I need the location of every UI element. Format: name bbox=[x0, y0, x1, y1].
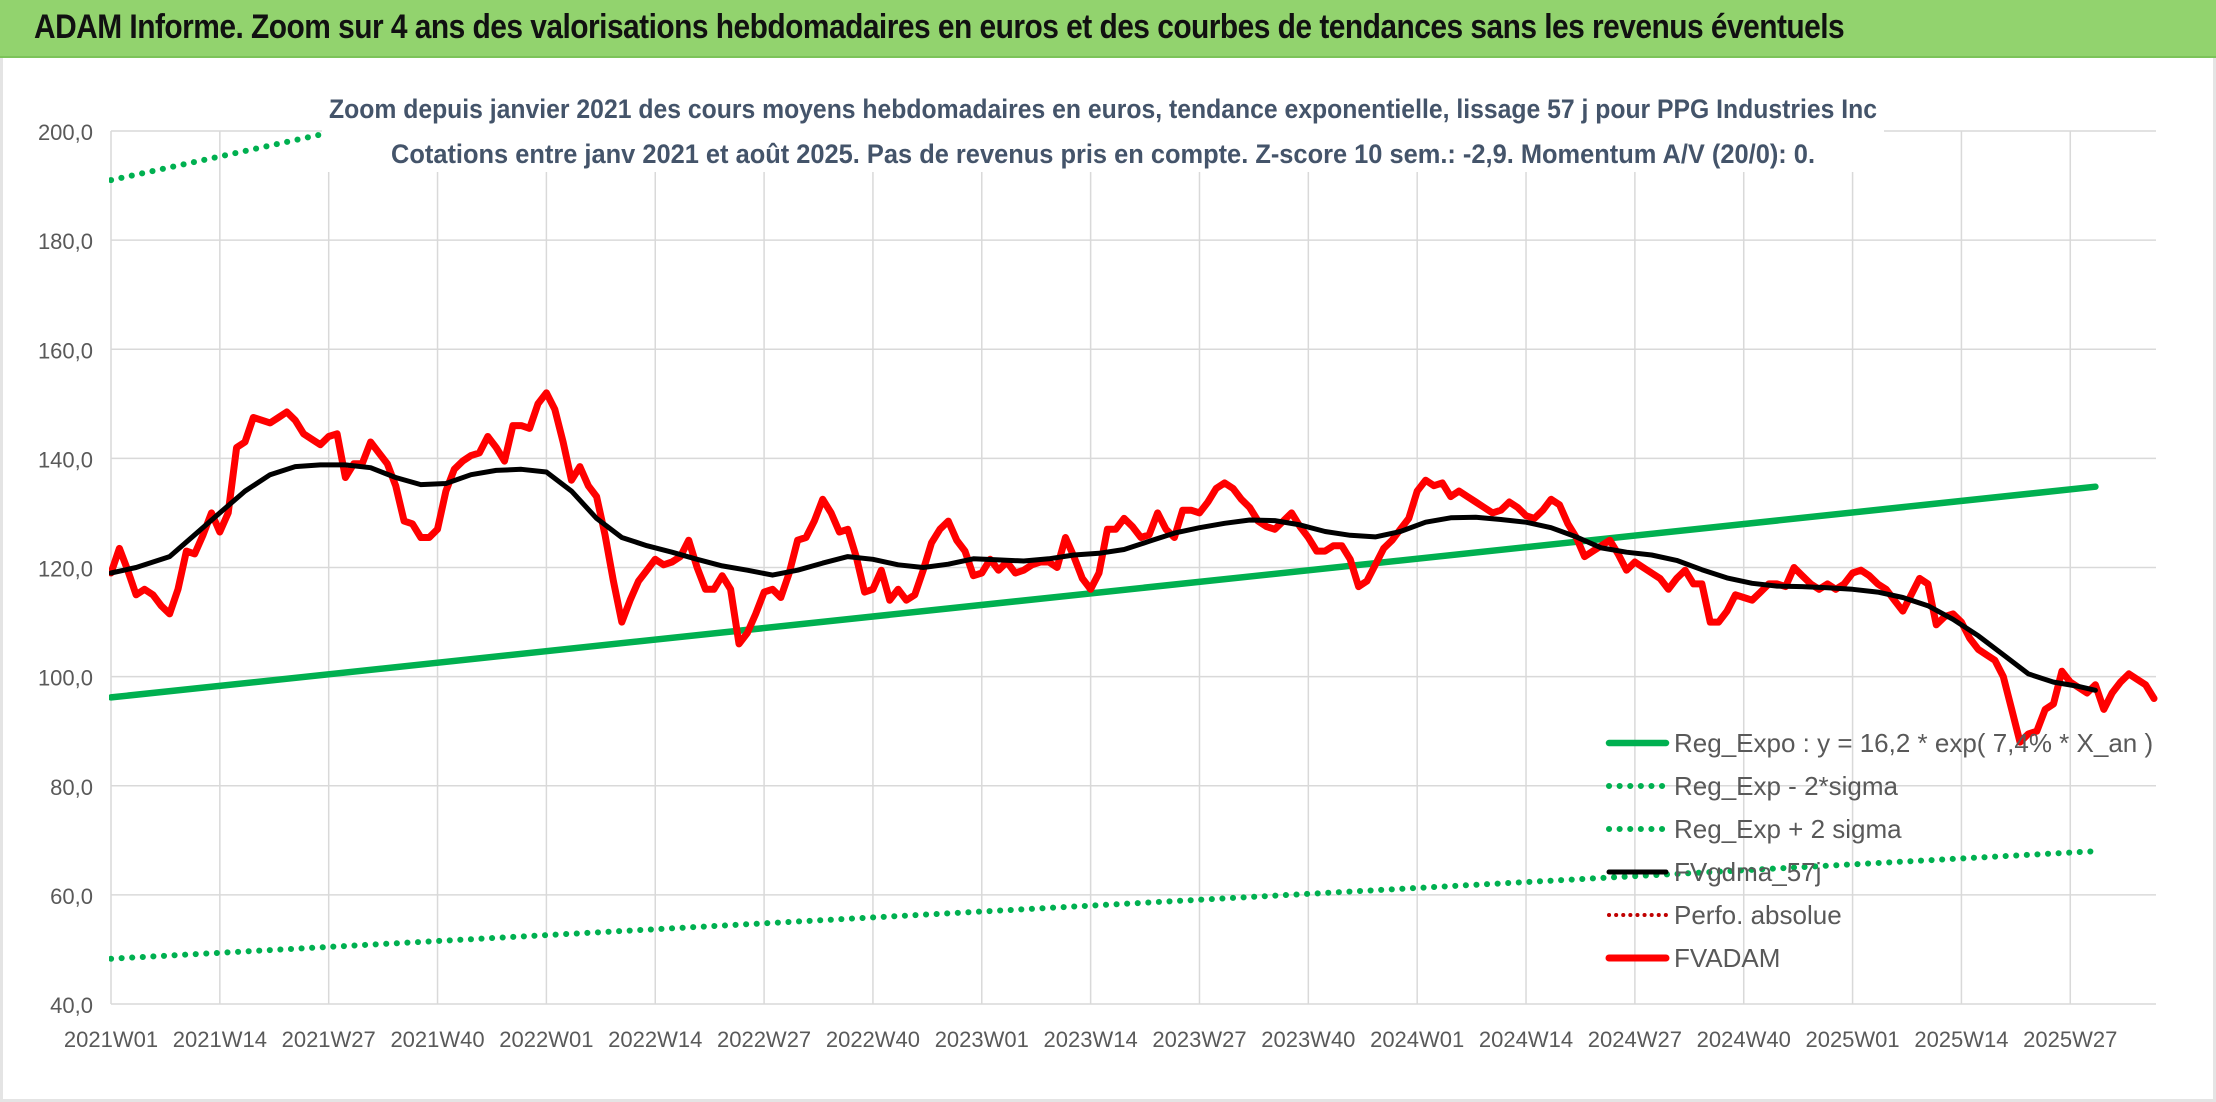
x-tick-label: 2022W40 bbox=[826, 1027, 920, 1052]
x-tick-label: 2021W27 bbox=[282, 1027, 376, 1052]
x-tick-label: 2022W01 bbox=[499, 1027, 593, 1052]
legend-label: FVgdma_57j bbox=[1674, 857, 1821, 887]
y-tick-label: 80,0 bbox=[50, 775, 93, 800]
x-tick-label: 2025W01 bbox=[1805, 1027, 1899, 1052]
chart-subtitle: Cotations entre janv 2021 et août 2025. … bbox=[391, 139, 1815, 169]
chart-title: Zoom depuis janvier 2021 des cours moyen… bbox=[329, 94, 1877, 124]
y-tick-label: 60,0 bbox=[50, 884, 93, 909]
legend-label: Perfo. absolue bbox=[1674, 900, 1842, 930]
series-line-solid-green bbox=[109, 483, 2099, 701]
x-tick-label: 2025W27 bbox=[2023, 1027, 2117, 1052]
y-tick-label: 140,0 bbox=[38, 447, 93, 472]
y-tick-label: 100,0 bbox=[38, 666, 93, 691]
x-tick-label: 2023W01 bbox=[935, 1027, 1029, 1052]
y-axis-ticks: 40,0 60,0 80,0 100,0 120,0 140,0 160,0 180,0 200… bbox=[38, 120, 93, 1018]
x-tick-label: 2025W14 bbox=[1914, 1027, 2008, 1052]
y-tick-label: 200,0 bbox=[38, 120, 93, 145]
chart-series bbox=[109, 129, 2158, 962]
x-tick-label: 2023W27 bbox=[1152, 1027, 1246, 1052]
x-tick-label: 2023W14 bbox=[1044, 1027, 1138, 1052]
legend-label: Reg_Expo : y = 16,2 * exp( 7,4% * X_an ) bbox=[1674, 728, 2153, 758]
x-tick-label: 2022W27 bbox=[717, 1027, 811, 1052]
x-tick-label: 2024W01 bbox=[1370, 1027, 1464, 1052]
x-tick-label: 2024W40 bbox=[1697, 1027, 1791, 1052]
series-line-dotted-green bbox=[109, 848, 2099, 962]
legend-label: FVADAM bbox=[1674, 943, 1780, 973]
x-tick-label: 2024W27 bbox=[1588, 1027, 1682, 1052]
series-line-solid-black bbox=[109, 462, 2098, 693]
legend-label: Reg_Exp - 2*sigma bbox=[1674, 771, 1899, 801]
report-header: ADAM Informe. Zoom sur 4 ans des valoris… bbox=[0, 0, 2216, 58]
chart-title-box bbox=[322, 82, 1884, 172]
x-tick-label: 2021W14 bbox=[173, 1027, 267, 1052]
x-tick-label: 2024W14 bbox=[1479, 1027, 1573, 1052]
y-tick-label: 40,0 bbox=[50, 993, 93, 1018]
y-tick-label: 160,0 bbox=[38, 338, 93, 363]
x-tick-label: 2021W40 bbox=[390, 1027, 484, 1052]
x-axis-ticks: 2021W01 2021W14 2021W27 2021W40 2022W01 2022W… bbox=[64, 1027, 2117, 1052]
report-title: ADAM Informe. Zoom sur 4 ans des valoris… bbox=[34, 8, 1845, 46]
x-tick-label: 2022W14 bbox=[608, 1027, 702, 1052]
x-tick-label: 2021W01 bbox=[64, 1027, 158, 1052]
chart-frame bbox=[0, 58, 2216, 1102]
legend-label: Reg_Exp + 2 sigma bbox=[1674, 814, 1902, 844]
x-tick-label: 2023W40 bbox=[1261, 1027, 1355, 1052]
chart-legend: Reg_Expo : y = 16,2 * exp( 7,4% * X_an )… bbox=[1605, 728, 2153, 973]
grid-lines bbox=[110, 130, 2156, 1005]
y-tick-label: 120,0 bbox=[38, 557, 93, 582]
y-tick-label: 180,0 bbox=[38, 229, 93, 254]
